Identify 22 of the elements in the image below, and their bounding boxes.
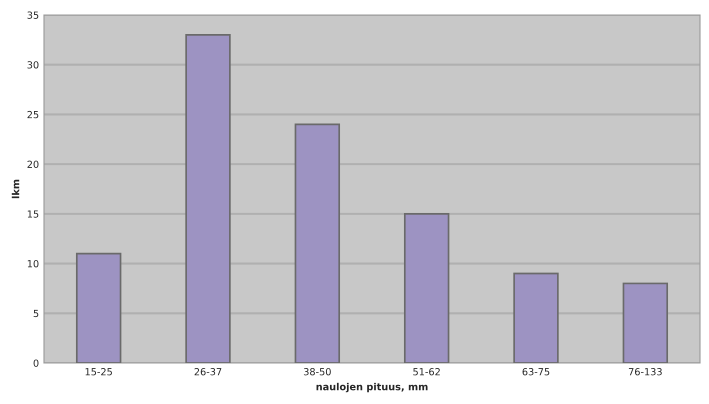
x-tick-label: 63-75: [522, 368, 550, 376]
bar: [76, 252, 122, 363]
bar: [185, 34, 231, 363]
x-tick-label: 76-133: [628, 368, 662, 376]
y-axis-title: lkm: [12, 180, 20, 198]
bar: [513, 272, 559, 363]
x-tick-label: 26-37: [194, 368, 222, 376]
bar: [622, 282, 668, 363]
y-tick-label: 30: [28, 61, 38, 69]
bar: [404, 213, 450, 363]
x-tick-label: 38-50: [304, 368, 331, 376]
x-tick-label: 15-25: [86, 368, 112, 376]
y-tick-label: 0: [34, 359, 38, 367]
y-tick-label: 20: [27, 160, 38, 168]
y-tick-label: 5: [34, 310, 38, 318]
y-tick-label: 25: [27, 110, 38, 118]
y-tick-label: 15: [28, 210, 38, 218]
y-tick-label: 35: [28, 11, 38, 19]
y-tick-label: 10: [28, 260, 38, 268]
x-tick-label: 51-62: [413, 368, 440, 376]
bar: [294, 124, 340, 363]
x-axis-title: naulojen pituus, mm: [316, 382, 428, 392]
